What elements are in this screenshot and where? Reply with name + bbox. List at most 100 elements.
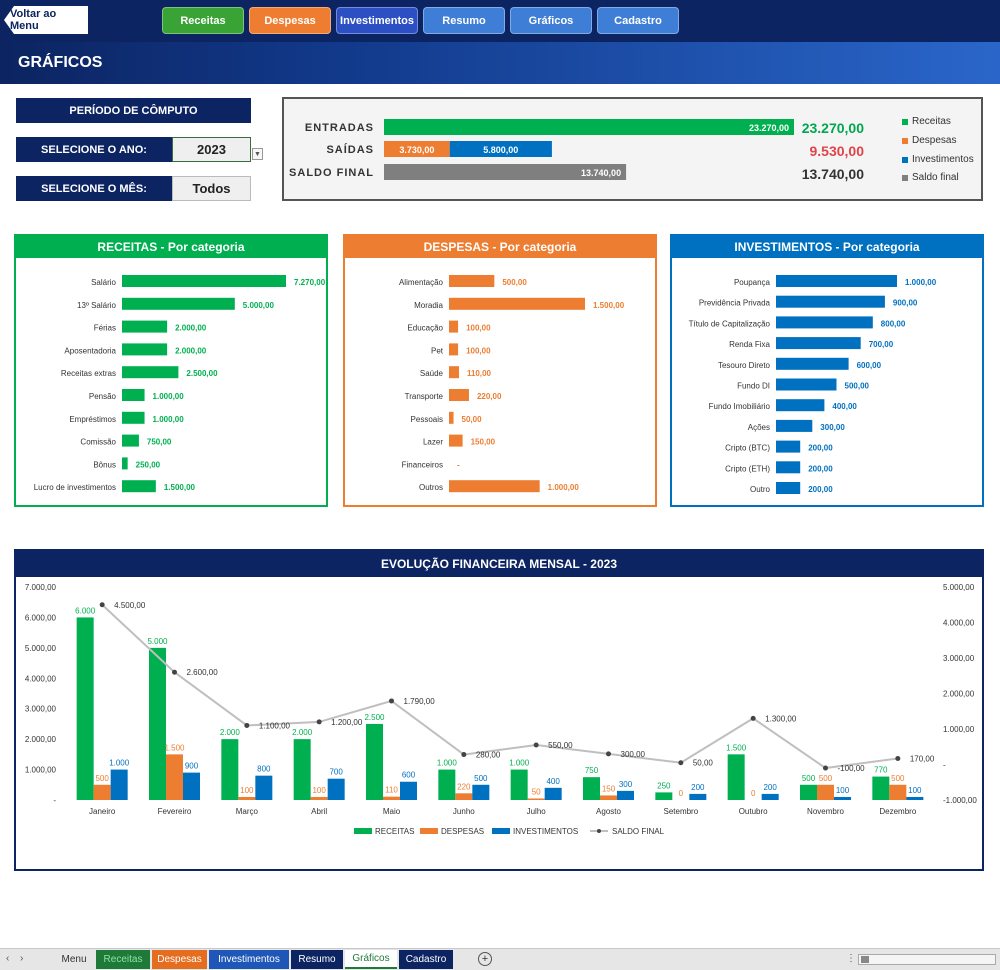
y-axis-tick-label: 4.000,00	[25, 674, 57, 683]
category-bar	[449, 275, 495, 287]
monthly-bar	[655, 792, 673, 800]
saldo-final-point	[533, 742, 539, 748]
x-axis-tick-label: Novembro	[807, 807, 844, 816]
receitas-category-chart: RECEITAS - Por categoria Salário 7.270,00…	[14, 234, 328, 507]
category-label: Pet	[431, 346, 444, 355]
category-value-label: 2.000,00	[175, 324, 207, 333]
monthly-bar-label: 2.500	[364, 713, 385, 722]
tab-options-icon[interactable]: ⋮	[846, 953, 856, 964]
monthly-bar-label: 500	[891, 774, 905, 783]
sheet-tab-receitas[interactable]: Receitas	[96, 950, 150, 969]
summary-bar-1-1	[449, 141, 552, 157]
category-label: Pensão	[89, 392, 117, 401]
monthly-bar-label: 500	[474, 774, 488, 783]
monthly-bar-label: 500	[95, 774, 109, 783]
category-value-label: 150,00	[471, 438, 496, 447]
saldo-final-label: 4.500,00	[114, 601, 146, 610]
sheet-tab-despesas[interactable]: Despesas	[152, 950, 207, 969]
category-value-label: 750,00	[147, 438, 172, 447]
tab-scroll-right-icon[interactable]: ›	[20, 953, 24, 964]
saldo-final-point	[172, 669, 177, 675]
nav-button-despesas[interactable]: Despesas	[249, 7, 331, 34]
sheet-tab-investimentos[interactable]: Investimentos	[209, 950, 289, 969]
category-value-label: 200,00	[808, 464, 833, 473]
category-bar	[776, 482, 801, 494]
category-label: Ações	[748, 423, 770, 432]
category-label: Outros	[419, 483, 443, 492]
monthly-bar-label: 700	[329, 768, 343, 777]
monthly-bar	[617, 790, 634, 800]
category-label: Alimentação	[399, 278, 444, 287]
monthly-bar-label: 1.000	[437, 759, 458, 768]
summary-bar-label-0-0: 23.270,00	[749, 123, 789, 133]
monthly-bar-label: 250	[657, 781, 671, 790]
monthly-bar	[527, 798, 545, 800]
summary-bars: 23.270,00 3.730,00 5.800,00 13.740,00	[384, 119, 794, 180]
monthly-bar	[689, 793, 707, 800]
category-value-label: 900,00	[893, 299, 918, 308]
category-value-label: 1.000,00	[548, 483, 580, 492]
legend-swatch-point	[597, 829, 601, 833]
category-value-label: 600,00	[857, 361, 882, 370]
y-axis-tick-label: 7.000,00	[25, 583, 57, 592]
monthly-bar	[149, 647, 166, 800]
sheet-tab-menu[interactable]: Menu	[54, 950, 94, 969]
monthly-bar-label: 900	[185, 762, 199, 771]
monthly-bar-label: 2.000	[220, 728, 241, 737]
nav-button-investimentos[interactable]: Investimentos	[336, 7, 418, 34]
add-sheet-icon[interactable]: +	[478, 952, 492, 966]
category-bar	[776, 357, 849, 370]
sheet-tab-cadastro[interactable]: Cadastro	[399, 950, 453, 969]
monthly-bar-label: 100	[836, 786, 850, 795]
monthly-bar	[438, 769, 456, 800]
legend-label: SALDO FINAL	[612, 827, 665, 836]
category-value-label: 50,00	[462, 415, 483, 424]
horizontal-scrollbar[interactable]	[858, 954, 996, 965]
monthly-bar	[400, 781, 417, 800]
sheet-tab-graficos[interactable]: Gráficos	[345, 950, 397, 969]
monthly-bar-label: 100	[240, 786, 254, 795]
y2-axis-tick-label: 1.000,00	[943, 725, 975, 734]
saldo-final-label: 280,00	[476, 751, 501, 760]
sheet-tab-bar: ‹ › Menu Receitas Despesas Investimentos…	[0, 948, 1000, 970]
nav-button-graficos[interactable]: Gráficos	[510, 7, 592, 34]
category-label: Saúde	[420, 369, 444, 378]
saldo-final-label: 1.200,00	[331, 718, 363, 727]
saldo-final-point	[244, 722, 250, 728]
category-label: Título de Capitalização	[689, 319, 771, 328]
category-value-label: 800,00	[881, 319, 906, 328]
year-label: SELECIONE O ANO:	[16, 137, 172, 162]
monthly-bar-label: 50	[532, 787, 541, 796]
category-label: Fundo Imobiliário	[709, 402, 771, 411]
summary-legend-despesas: Despesas	[902, 135, 956, 146]
category-label: Fundo DI	[737, 382, 770, 391]
category-value-label: 5.000,00	[243, 301, 275, 310]
category-value-label: 300,00	[820, 423, 845, 432]
nav-button-receitas[interactable]: Receitas	[162, 7, 244, 34]
monthly-bar	[166, 754, 183, 800]
legend-swatch	[420, 828, 438, 834]
monthly-bar	[906, 796, 924, 800]
category-label: Renda Fixa	[729, 340, 770, 349]
y2-axis-tick-label: 3.000,00	[943, 654, 975, 663]
sheet-tab-resumo[interactable]: Resumo	[291, 950, 343, 969]
despesas-bars: Alimentação 500,00 Moradia 1.500,00 Educação…	[399, 275, 625, 493]
category-bar	[122, 297, 235, 310]
page-title: GRÁFICOS	[18, 54, 103, 71]
back-to-menu-button[interactable]: Voltar ao Menu	[4, 6, 88, 34]
monthly-bar	[872, 776, 890, 800]
tab-scroll-left-icon[interactable]: ‹	[6, 953, 10, 964]
category-bar	[449, 343, 459, 356]
x-axis-tick-label: Agosto	[596, 807, 621, 816]
category-value-label: 1.000,00	[905, 278, 937, 287]
year-select[interactable]: 2023	[172, 137, 251, 162]
saldo-final-point	[99, 602, 105, 608]
nav-button-resumo[interactable]: Resumo	[423, 7, 505, 34]
nav-button-cadastro[interactable]: Cadastro	[597, 7, 679, 34]
category-value-label: 220,00	[477, 392, 502, 401]
year-dropdown-arrow-icon[interactable]: ▼	[252, 148, 263, 160]
receitas-bars: Salário 7.270,00 13º Salário 5.000,00 Férias…	[34, 275, 326, 493]
month-select[interactable]: Todos	[172, 176, 251, 201]
category-bar	[776, 295, 885, 308]
monthly-bar	[238, 796, 256, 800]
